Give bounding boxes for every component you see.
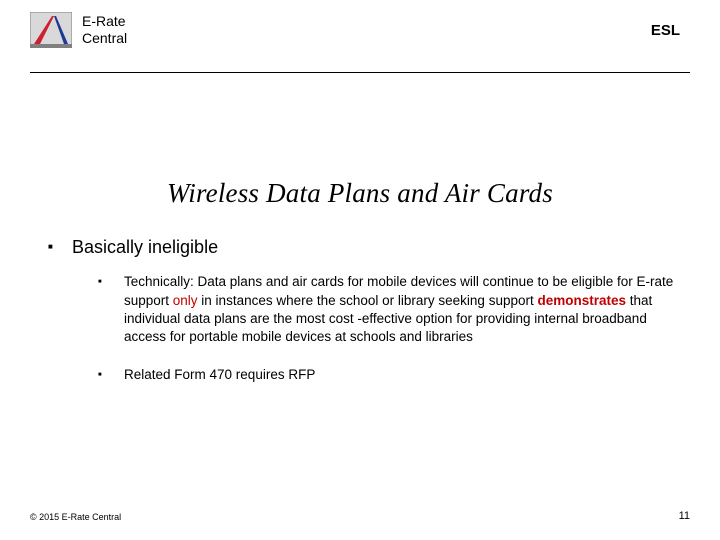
- logo-line2: Central: [82, 30, 127, 48]
- header-divider: [30, 72, 690, 73]
- bullet-level1: ■ Basically ineligible: [48, 236, 680, 259]
- emphasis-only: only: [173, 293, 198, 308]
- page-number: 11: [679, 510, 690, 522]
- logo-text: E-Rate Central: [82, 13, 127, 48]
- bullet-text: Technically: Data plans and air cards fo…: [124, 273, 680, 346]
- slide: E-Rate Central ESL Wireless Data Plans a…: [0, 0, 720, 540]
- sublist: ■ Technically: Data plans and air cards …: [98, 273, 680, 384]
- logo-line1: E-Rate: [82, 13, 127, 31]
- slide-title: Wireless Data Plans and Air Cards: [0, 178, 720, 209]
- header: E-Rate Central ESL: [30, 12, 690, 62]
- bullet-level2: ■ Technically: Data plans and air cards …: [98, 273, 680, 346]
- header-right-label: ESL: [651, 22, 680, 39]
- bullet-marker: ■: [98, 366, 124, 384]
- bullet-marker: ■: [48, 236, 72, 259]
- erate-logo-icon: [30, 12, 72, 48]
- footer-copyright: © 2015 E-Rate Central: [30, 512, 121, 522]
- bullet-marker: ■: [98, 273, 124, 346]
- bullet-text: Related Form 470 requires RFP: [124, 366, 315, 384]
- text-segment: in instances where the school or library…: [198, 293, 538, 308]
- bullet-text: Basically ineligible: [72, 236, 218, 259]
- content-body: ■ Basically ineligible ■ Technically: Da…: [48, 236, 680, 404]
- bullet-level2: ■ Related Form 470 requires RFP: [98, 366, 680, 384]
- emphasis-demonstrates: demonstrates: [537, 293, 626, 308]
- logo-block: E-Rate Central: [30, 12, 127, 48]
